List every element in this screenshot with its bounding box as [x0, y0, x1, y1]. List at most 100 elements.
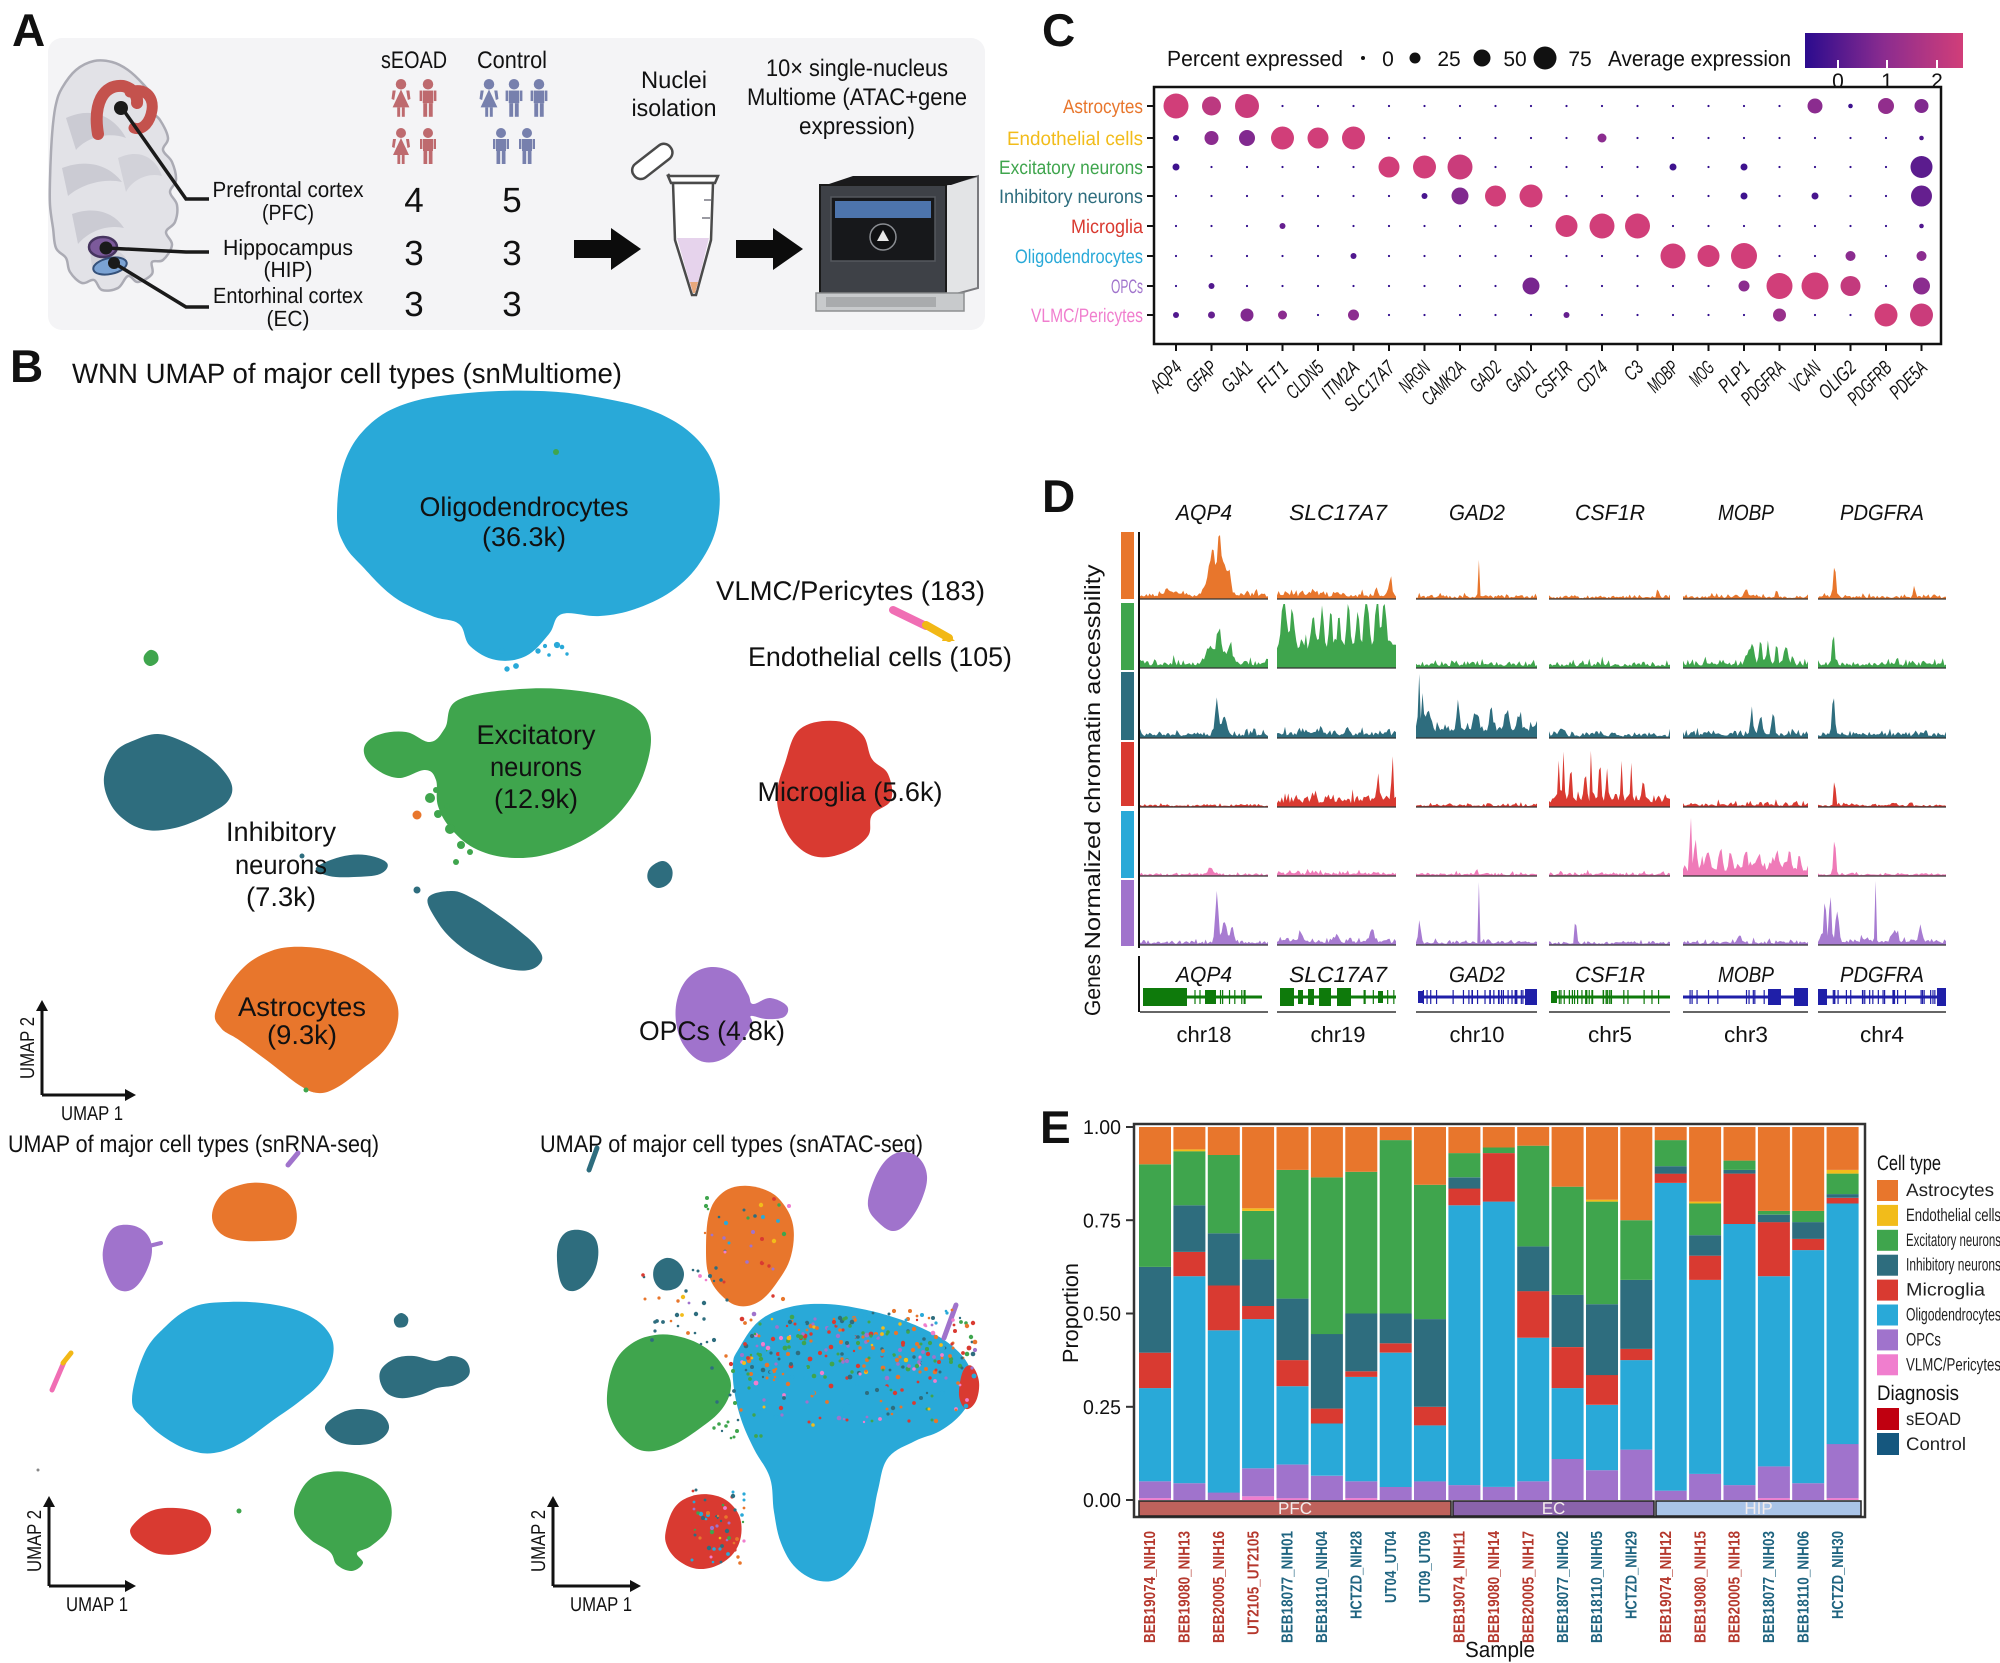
svg-text:BEB19074_NIH11: BEB19074_NIH11 [1452, 1531, 1469, 1643]
svg-text:50: 50 [1503, 48, 1526, 71]
svg-text:0.50: 0.50 [1083, 1304, 1121, 1326]
svg-text:0: 0 [1832, 70, 1844, 93]
svg-text:Proportion: Proportion [1058, 1263, 1083, 1363]
svg-text:OPCs: OPCs [1111, 276, 1143, 298]
svg-text:4: 4 [404, 181, 423, 220]
svg-text:HIP: HIP [1744, 1499, 1772, 1518]
svg-text:GAD2: GAD2 [1449, 500, 1505, 525]
svg-text:5: 5 [502, 181, 521, 220]
svg-text:MOBP: MOBP [1718, 500, 1774, 525]
svg-text:(EC): (EC) [267, 306, 310, 331]
svg-text:chr10: chr10 [1450, 1022, 1505, 1047]
svg-text:C: C [1042, 4, 1075, 56]
svg-text:UMAP 2: UMAP 2 [17, 1017, 39, 1079]
svg-text:Control: Control [1906, 1434, 1966, 1454]
svg-text:chr5: chr5 [1588, 1022, 1632, 1047]
svg-text:D: D [1042, 470, 1075, 522]
svg-text:Astrocytes: Astrocytes [238, 992, 366, 1022]
svg-text:PDGFRA: PDGFRA [1840, 962, 1924, 987]
svg-text:0: 0 [1382, 48, 1394, 71]
svg-text:OPCs (4.8k): OPCs (4.8k) [639, 1016, 785, 1046]
svg-text:UMAP 1: UMAP 1 [570, 1594, 632, 1616]
svg-text:CSF1R: CSF1R [1575, 500, 1645, 525]
svg-text:CSF1R: CSF1R [1575, 962, 1645, 987]
svg-text:Oligodendrocytes: Oligodendrocytes [420, 492, 629, 522]
svg-text:BEB19074_NIH12: BEB19074_NIH12 [1658, 1531, 1675, 1643]
svg-text:3: 3 [502, 234, 521, 273]
svg-text:(36.3k): (36.3k) [482, 522, 566, 552]
svg-text:BEB18077_NIH02: BEB18077_NIH02 [1555, 1531, 1572, 1643]
svg-text:UT09_UT09: UT09_UT09 [1417, 1531, 1434, 1603]
svg-text:3: 3 [404, 234, 423, 273]
svg-text:chr3: chr3 [1724, 1022, 1768, 1047]
svg-text:Excitatory neurons: Excitatory neurons [999, 157, 1143, 179]
svg-text:Oligodendrocytes: Oligodendrocytes [1015, 246, 1143, 268]
svg-text:25: 25 [1437, 48, 1460, 71]
svg-text:Inhibitory neurons: Inhibitory neurons [1906, 1255, 2000, 1275]
svg-text:Inhibitory: Inhibitory [226, 817, 336, 847]
svg-text:UMAP 1: UMAP 1 [66, 1594, 128, 1616]
svg-text:neurons: neurons [490, 752, 582, 782]
svg-text:Percent expressed: Percent expressed [1167, 46, 1343, 71]
svg-text:1: 1 [1881, 70, 1893, 93]
svg-text:UT04_UT04: UT04_UT04 [1383, 1531, 1400, 1603]
svg-text:WNN UMAP of major cell types (: WNN UMAP of major cell types (snMultiome… [72, 358, 622, 389]
svg-text:HCTZD_NIH30: HCTZD_NIH30 [1830, 1531, 1847, 1619]
svg-text:Microglia: Microglia [1906, 1280, 1986, 1300]
svg-text:BEB20005_NIH18: BEB20005_NIH18 [1727, 1531, 1744, 1643]
svg-text:3: 3 [502, 285, 521, 324]
svg-text:(PFC): (PFC) [262, 200, 314, 225]
svg-text:1.00: 1.00 [1083, 1117, 1121, 1139]
svg-text:(7.3k): (7.3k) [246, 882, 316, 912]
svg-text:UMAP of major cell types (snRN: UMAP of major cell types (snRNA-seq) [8, 1131, 379, 1158]
svg-text:expression): expression) [799, 113, 915, 140]
svg-text:Sample: Sample [1465, 1637, 1535, 1662]
svg-text:Multiome (ATAC+gene: Multiome (ATAC+gene [747, 84, 967, 111]
svg-text:BEB18110_NIH06: BEB18110_NIH06 [1795, 1531, 1812, 1643]
svg-text:Diagnosis: Diagnosis [1877, 1382, 1959, 1405]
svg-text:BEB18077_NIH03: BEB18077_NIH03 [1761, 1531, 1778, 1643]
svg-text:Oligodendrocytes: Oligodendrocytes [1906, 1305, 2000, 1325]
svg-text:UT2105_UT2105: UT2105_UT2105 [1245, 1531, 1262, 1635]
svg-text:Cell type: Cell type [1877, 1152, 1941, 1175]
svg-text:Microglia (5.6k): Microglia (5.6k) [758, 777, 943, 807]
svg-text:MOBP: MOBP [1718, 962, 1774, 987]
svg-text:10× single-nucleus: 10× single-nucleus [766, 55, 948, 82]
svg-text:75: 75 [1568, 48, 1591, 71]
svg-text:(9.3k): (9.3k) [267, 1020, 337, 1050]
svg-text:PDGFRA: PDGFRA [1840, 500, 1924, 525]
svg-text:Genes: Genes [1080, 954, 1105, 1016]
svg-text:sEOAD: sEOAD [1906, 1409, 1961, 1429]
svg-text:Endothelial cells: Endothelial cells [1906, 1205, 2000, 1225]
svg-text:chr18: chr18 [1177, 1022, 1232, 1047]
svg-text:Inhibitory neurons: Inhibitory neurons [999, 186, 1143, 208]
svg-text:B: B [10, 340, 43, 392]
svg-text:BEB18110_NIH05: BEB18110_NIH05 [1589, 1531, 1606, 1643]
svg-text:BEB19074_NIH10: BEB19074_NIH10 [1142, 1531, 1159, 1643]
svg-text:Hippocampus: Hippocampus [223, 235, 353, 260]
svg-text:BEB20005_NIH16: BEB20005_NIH16 [1211, 1531, 1228, 1643]
svg-text:HCTZD_NIH29: HCTZD_NIH29 [1624, 1531, 1641, 1619]
svg-text:Endothelial cells: Endothelial cells [1007, 128, 1143, 150]
svg-text:EC: EC [1542, 1499, 1566, 1518]
svg-text:BEB19080_NIH15: BEB19080_NIH15 [1692, 1531, 1709, 1643]
svg-text:UMAP 2: UMAP 2 [24, 1510, 46, 1572]
svg-text:UMAP of major cell types (snAT: UMAP of major cell types (snATAC-seq) [540, 1131, 923, 1158]
svg-text:A: A [12, 4, 45, 56]
svg-text:Endothelial cells (105): Endothelial cells (105) [748, 642, 1012, 672]
svg-text:VLMC/Pericytes: VLMC/Pericytes [1906, 1354, 2000, 1374]
svg-text:VLMC/Pericytes (183): VLMC/Pericytes (183) [716, 576, 985, 606]
svg-text:UMAP 1: UMAP 1 [61, 1103, 123, 1125]
svg-text:E: E [1040, 1101, 1071, 1153]
svg-text:Average expression: Average expression [1608, 46, 1791, 71]
svg-text:(HIP): (HIP) [264, 257, 313, 282]
svg-text:Normalized chromatin accessbil: Normalized chromatin accessbility [1080, 565, 1105, 950]
svg-text:GAD2: GAD2 [1449, 962, 1505, 987]
svg-text:(12.9k): (12.9k) [494, 784, 578, 814]
svg-text:AQP4: AQP4 [1174, 962, 1232, 987]
svg-text:SLC17A7: SLC17A7 [1289, 500, 1388, 525]
svg-text:isolation: isolation [632, 95, 717, 122]
svg-text:Entorhinal cortex: Entorhinal cortex [213, 283, 363, 308]
svg-text:Microglia: Microglia [1071, 216, 1143, 238]
svg-text:AQP4: AQP4 [1174, 500, 1232, 525]
